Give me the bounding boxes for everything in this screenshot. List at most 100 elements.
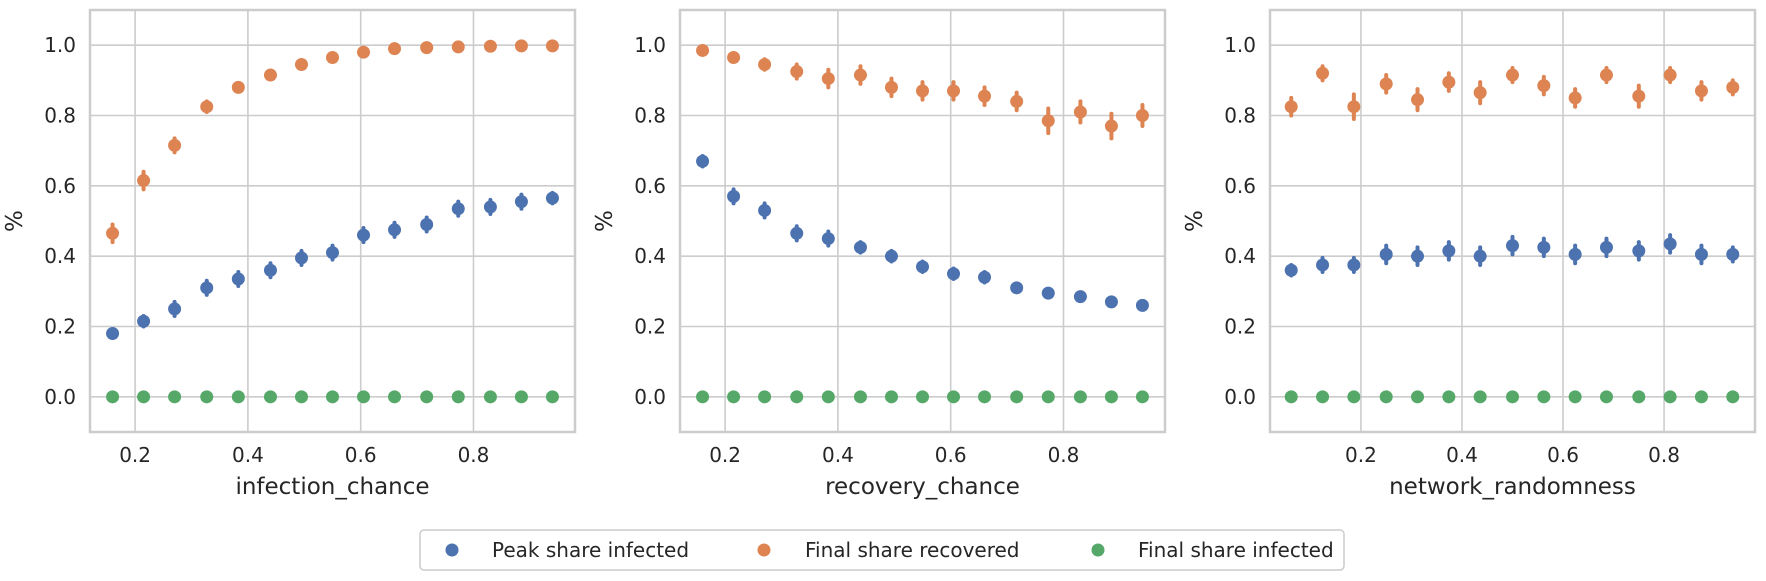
data-point [1411,93,1425,107]
data-point [1316,258,1330,272]
data-point [1473,390,1487,404]
legend-label-final-infected: Final share infected [1138,538,1334,562]
data-point [727,390,741,404]
data-point [947,84,961,98]
axes-frame [678,8,1167,434]
data-point [1104,390,1118,404]
data-point [1663,237,1677,251]
data-point [420,390,434,404]
y-tick-label: 0.2 [44,315,76,339]
data-point [947,267,961,281]
data-point [1537,240,1551,254]
data-point [1506,68,1519,82]
y-tick-label: 0.6 [44,174,76,198]
data-point [1726,390,1740,404]
data-point [884,390,898,404]
data-point [137,174,151,188]
data-point [451,202,465,216]
data-point [1632,89,1646,103]
y-tick-label: 1.0 [1224,33,1256,57]
data-point [1379,77,1393,91]
legend-marker-peak-infected [445,543,459,557]
data-point [388,42,402,56]
data-point [727,189,741,203]
data-point [451,40,465,54]
data-point [326,390,339,404]
subplots: 0.2 0.4 0.6 0.8 0.0 0.2 0.4 0.6 0.8 1.0 infection_… [2,8,1757,500]
data-point [1442,390,1456,404]
series-final-share-infected [1284,390,1740,404]
data-point [294,251,308,265]
series-peak-share-infected [1284,233,1740,278]
series-final-share-infected [696,390,1149,404]
data-point [1379,390,1393,404]
data-point [388,223,402,237]
data-point [231,390,245,404]
data-point [1073,290,1087,304]
data-point [1694,84,1708,98]
y-tick-label: 0.0 [44,385,76,409]
data-point [947,390,961,404]
data-point [696,390,710,404]
data-point [696,154,710,168]
legend-marker-final-infected [1091,543,1105,557]
data-point [1411,249,1425,263]
data-point [106,226,120,240]
y-tick-label: 1.0 [634,33,666,57]
subplot-3: 0.2 0.4 0.6 0.8 0.0 0.2 0.4 0.6 0.8 1.0 network_ra… [1182,8,1757,500]
y-axis-label: % [1182,210,1208,232]
data-point [916,390,929,404]
data-point [1073,105,1087,119]
data-point [294,390,308,404]
y-tick-label: 0.2 [1224,315,1256,339]
data-point [137,314,151,328]
series-final-share-recovered [696,43,1149,141]
y-tick-label: 0.4 [1224,244,1256,268]
data-point [821,72,835,86]
y-axis-label: % [592,210,618,232]
data-point [1694,390,1708,404]
data-point [1347,258,1361,272]
data-point [853,390,867,404]
data-point [696,43,710,57]
x-tick-label: 0.4 [1446,443,1478,467]
data-point [1010,281,1024,295]
y-tick-label: 0.2 [634,315,666,339]
data-point [200,390,214,404]
data-point [106,390,120,404]
x-tick-label: 0.2 [1345,443,1377,467]
data-point [357,228,371,242]
data-point [1663,390,1677,404]
data-point [790,390,804,404]
data-point [545,191,559,205]
data-point [1379,247,1393,261]
data-point [853,240,867,254]
data-point [884,249,898,263]
data-point [1284,100,1298,114]
data-point [1284,390,1298,404]
y-tick-label: 0.0 [1224,385,1256,409]
data-point [514,195,528,209]
data-point [1104,295,1118,309]
data-point [357,390,371,404]
data-point [1726,247,1740,261]
y-tick-label: 0.8 [44,104,76,128]
x-tick-label: 0.6 [935,443,967,467]
data-point [1041,114,1055,128]
axes-frame [88,8,577,434]
subplot-1: 0.2 0.4 0.6 0.8 0.0 0.2 0.4 0.6 0.8 1.0 infection_… [2,8,577,500]
data-point [326,246,339,260]
data-point [514,39,528,53]
x-axis-label: infection_chance [235,474,429,500]
data-point [168,302,182,316]
data-point [200,281,214,295]
data-point [1506,239,1519,253]
data-point [1599,390,1613,404]
data-point [1411,390,1425,404]
data-point [790,226,804,240]
axes-frame [1268,8,1757,434]
data-point [483,200,497,214]
data-point [1010,390,1024,404]
data-point [200,100,214,114]
data-point [420,41,434,55]
